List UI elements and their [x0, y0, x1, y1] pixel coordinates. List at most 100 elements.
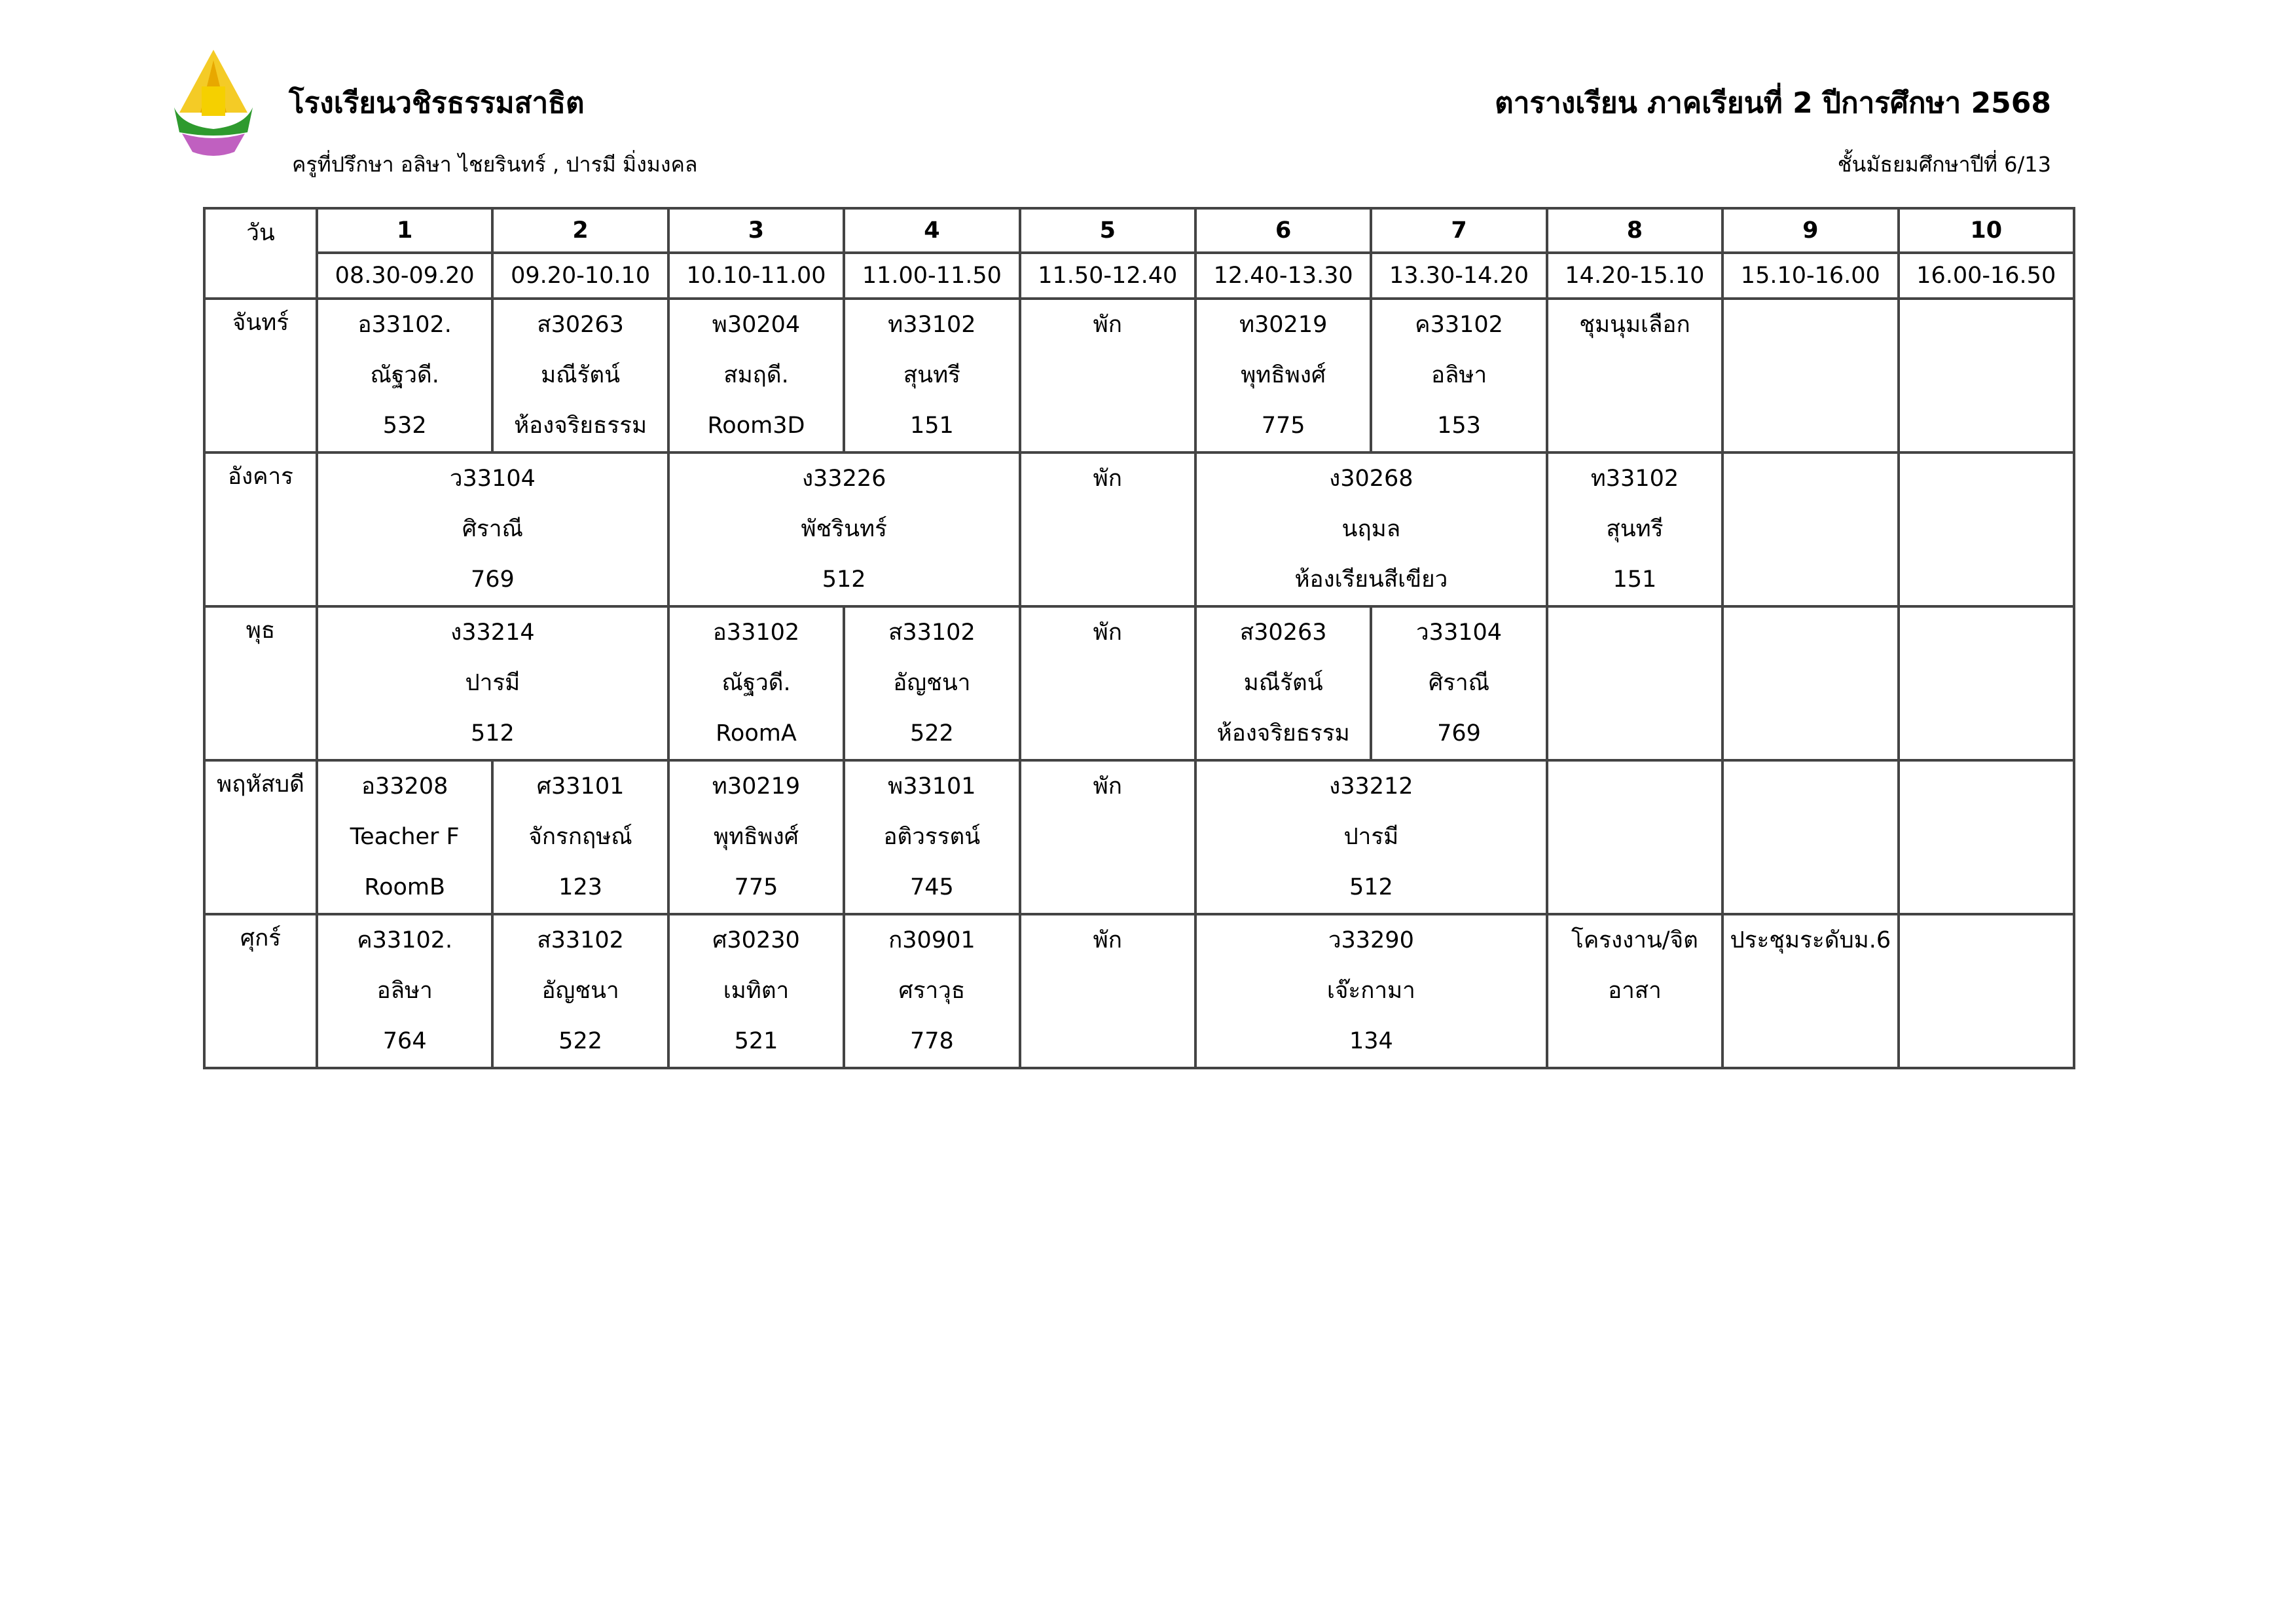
- subject-code: อ33102: [712, 619, 800, 646]
- empty-cell: [1721, 605, 1900, 762]
- subject-code: พัก: [1093, 773, 1122, 800]
- class-level: ชั้นมัธยมศึกษาปีที่ 6/13: [1837, 152, 2051, 177]
- period-time: 13.30-14.20: [1370, 251, 1548, 300]
- teacher-name: ศราวุธ: [898, 978, 966, 1004]
- class-cell: พัก: [1018, 913, 1197, 1069]
- class-cell: ท33102 สุนทรี 151: [1545, 451, 1724, 608]
- day-cell: พุธ: [203, 605, 318, 762]
- room: 512: [470, 720, 515, 747]
- table-row: จันทร์ อ33102. ณัฐวดี. 532 ส30263 มณีรัตน์ ห้อ…: [203, 297, 2075, 454]
- subject-code: พัก: [1093, 466, 1122, 492]
- empty-cell: [1897, 913, 2075, 1069]
- room: ห้องจริยธรรม: [1216, 720, 1350, 747]
- subject-code: ศ30230: [712, 927, 800, 953]
- empty-cell: [1721, 297, 1900, 454]
- class-cell: ว33290 เจ๊ะกามา 134: [1194, 913, 1548, 1069]
- subject-code: พัก: [1093, 927, 1122, 953]
- class-cell: ก30901 ศราวุธ 778: [843, 913, 1021, 1069]
- room: RoomB: [364, 874, 446, 900]
- room: 512: [1349, 874, 1393, 900]
- timetable: วัน 1 2 3 4 5 6 7 8 9 10 08.30-09.20 09.20-10.10 10.1…: [203, 207, 2075, 1069]
- subject-code: ท33102: [1590, 466, 1679, 492]
- period-number: 6: [1194, 207, 1373, 254]
- teacher-name: พุทธิพงศ์: [1241, 362, 1326, 388]
- room: 151: [909, 413, 954, 439]
- class-cell: พัก: [1018, 759, 1197, 915]
- class-cell: ค33102 อลิษา 153: [1370, 297, 1548, 454]
- table-row: พฤหัสบดี อ33208 Teacher F RoomB ศ33101 จักรกฤ…: [203, 759, 2075, 915]
- period-time: 08.30-09.20: [315, 251, 494, 300]
- room: ห้องเรียนสีเขียว: [1294, 566, 1448, 593]
- class-cell: อ33102 ณัฐวดี. RoomA: [666, 605, 846, 762]
- day-label: พฤหัสบดี: [217, 771, 304, 798]
- empty-cell: [1721, 451, 1900, 608]
- table-row: อังคาร ว33104 ศิราณี 769 ง33226 พัชรินทร์ 512 พ…: [203, 451, 2075, 608]
- empty-cell: [1897, 605, 2075, 762]
- teacher-name: สุนทรี: [903, 362, 960, 388]
- empty-cell: [1545, 759, 1724, 915]
- subject-code: ส33102: [888, 619, 975, 646]
- day-cell: ศุกร์: [203, 913, 318, 1069]
- class-cell: ท30219 พุทธิพงศ์ 775: [666, 759, 846, 915]
- subject-code: โครงงาน/จิต: [1571, 927, 1698, 953]
- teacher-name: ปารมี: [465, 670, 520, 696]
- room: 521: [734, 1028, 778, 1054]
- advisor-names: ครูที่ปรึกษา อลิษา ไชยรินทร์ , ปารมี มิ่…: [292, 152, 698, 177]
- class-cell: ง33226 พัชรินทร์ 512: [666, 451, 1021, 608]
- period-time: 15.10-16.00: [1721, 251, 1900, 300]
- teacher-name: Teacher F: [350, 824, 460, 850]
- class-cell: ส33102 อัญชนา 522: [491, 913, 670, 1069]
- teacher-name: อลิษา: [376, 978, 433, 1004]
- period-number: 2: [491, 207, 670, 254]
- subject-code: ศ33101: [536, 773, 625, 800]
- subject-code: ง33214: [450, 619, 535, 646]
- class-cell: ท30219 พุทธิพงศ์ 775: [1194, 297, 1373, 454]
- teacher-name: อติวรรตน์: [883, 824, 981, 850]
- subject-code: ค33102: [1415, 312, 1503, 338]
- timetable-title: ตารางเรียน ภาคเรียนที่ 2 ปีการศึกษา 2568: [1495, 86, 2051, 120]
- teacher-name: ณัฐวดี.: [721, 670, 791, 696]
- teacher-name: ศิราณี: [1428, 670, 1490, 696]
- teacher-name: อัญชนา: [893, 670, 971, 696]
- class-cell: ค33102. อลิษา 764: [315, 913, 494, 1069]
- class-cell: ว33104 ศิราณี 769: [316, 451, 670, 608]
- teacher-name: อลิษา: [1430, 362, 1487, 388]
- class-cell: พ33101 อติวรรตน์ 745: [843, 759, 1021, 915]
- subject-code: ส30263: [1239, 619, 1327, 646]
- teacher-name: เจ๊ะกามา: [1326, 978, 1415, 1004]
- teacher-name: มณีรัตน์: [541, 362, 621, 388]
- empty-cell: [1897, 451, 2075, 608]
- class-cell: พัก: [1018, 451, 1197, 608]
- teacher-name: จักรกฤษณ์: [528, 824, 632, 850]
- subject-code: ส33102: [537, 927, 624, 953]
- class-cell: ส33102 อัญชนา 522: [843, 605, 1021, 762]
- class-cell: ประชุมระดับม.6: [1721, 913, 1900, 1069]
- period-number: 7: [1370, 207, 1548, 254]
- room: 532: [382, 413, 427, 439]
- teacher-name: ศิราณี: [462, 516, 523, 542]
- day-label: พุธ: [246, 618, 276, 644]
- class-cell: ง33214 ปารมี 512: [316, 605, 670, 762]
- period-time: 16.00-16.50: [1897, 251, 2075, 300]
- room: Room3D: [707, 413, 805, 439]
- room: 134: [1349, 1028, 1393, 1054]
- class-cell: โครงงาน/จิต อาสา: [1545, 913, 1724, 1069]
- class-cell: ท33102 สุนทรี 151: [843, 297, 1021, 454]
- room: 151: [1613, 566, 1657, 593]
- table-row: พุธ ง33214 ปารมี 512 อ33102 ณัฐวดี. RoomA ส3310…: [203, 605, 2075, 762]
- period-time: 10.10-11.00: [666, 251, 846, 300]
- room: 522: [909, 720, 954, 747]
- room: 775: [734, 874, 778, 900]
- room: 778: [909, 1028, 954, 1054]
- day-label: ศุกร์: [240, 925, 282, 951]
- subject-code: ง33212: [1329, 773, 1413, 800]
- period-number: 1: [315, 207, 494, 254]
- period-time: 14.20-15.10: [1545, 251, 1724, 300]
- class-cell: ง33212 ปารมี 512: [1194, 759, 1548, 915]
- subject-code: ท30219: [1239, 312, 1328, 338]
- subject-code: ค33102.: [357, 927, 453, 953]
- period-number: 4: [843, 207, 1021, 254]
- room: 153: [1437, 413, 1481, 439]
- empty-cell: [1897, 759, 2075, 915]
- room: 745: [909, 874, 954, 900]
